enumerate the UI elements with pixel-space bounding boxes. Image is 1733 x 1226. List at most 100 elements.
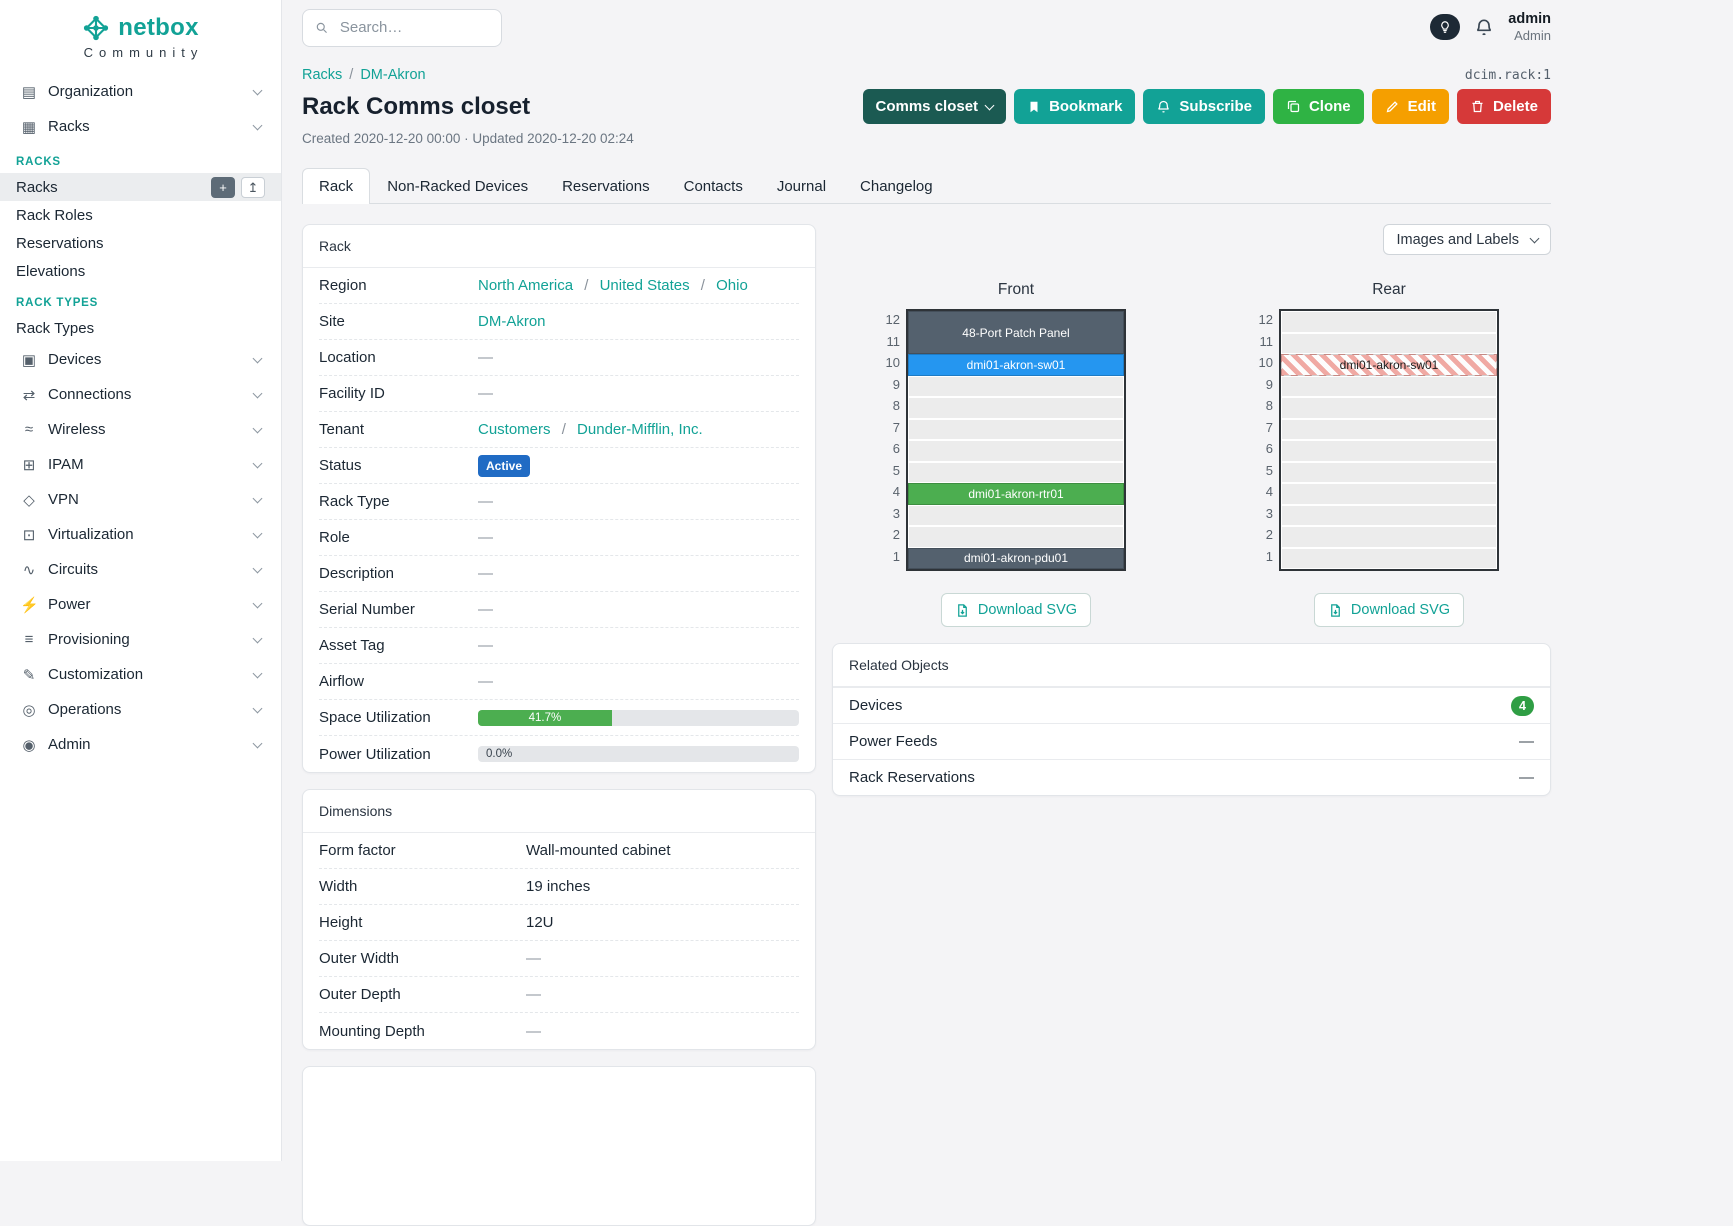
rack-slot-device[interactable]: 48-Port Patch Panel <box>908 311 1124 354</box>
sidebar-item-reservations[interactable]: Reservations <box>0 229 281 257</box>
field-row-location: Location — <box>319 340 799 376</box>
breadcrumb-link-site[interactable]: DM-Akron <box>360 67 426 83</box>
tab-rack[interactable]: Rack <box>302 168 371 204</box>
rack-unit-free[interactable] <box>1281 418 1497 440</box>
rack-unit-free[interactable] <box>1281 397 1497 419</box>
clone-button[interactable]: Clone <box>1272 89 1364 124</box>
unit-number: 6 <box>892 441 900 456</box>
delete-button[interactable]: Delete <box>1456 89 1551 124</box>
sidebar-item-devices[interactable]: ▣ Devices <box>0 342 281 377</box>
field-row-rack-type: Rack Type — <box>319 484 799 520</box>
subscribe-button[interactable]: Subscribe <box>1143 89 1265 124</box>
search-box[interactable] <box>302 8 502 47</box>
region-link[interactable]: United States <box>599 277 690 294</box>
tenant-group-link[interactable]: Customers <box>478 421 551 438</box>
sidebar-item-organization[interactable]: ▤ Organization <box>0 74 281 109</box>
user-menu[interactable]: admin Admin <box>1508 11 1551 44</box>
sidebar-link-label: Reservations <box>16 234 104 252</box>
status-badge: Active <box>478 455 531 477</box>
rack-unit-free[interactable] <box>908 504 1124 526</box>
rack-unit-free[interactable] <box>908 440 1124 462</box>
sidebar-item-operations[interactable]: ◎ Operations <box>0 692 281 727</box>
chevron-down-icon <box>252 528 263 538</box>
related-row-rack-reservations[interactable]: Rack Reservations — <box>833 759 1550 795</box>
tab-journal[interactable]: Journal <box>776 178 827 195</box>
tab-reservations[interactable]: Reservations <box>562 178 650 195</box>
region-link[interactable]: Ohio <box>716 277 748 294</box>
sidebar-item-ipam[interactable]: ⊞ IPAM <box>0 447 281 482</box>
chevron-down-icon <box>1529 233 1540 243</box>
sidebar-item-admin[interactable]: ◉ Admin <box>0 727 281 762</box>
add-button[interactable]: + <box>211 176 235 198</box>
rack-unit-free[interactable] <box>1281 504 1497 526</box>
chevron-down-icon <box>252 738 263 748</box>
sidebar-item-virtualization[interactable]: ⊡ Virtualization <box>0 517 281 552</box>
breadcrumb-link-racks[interactable]: Racks <box>302 67 343 83</box>
field-row-form-factor: Form factor Wall-mounted cabinet <box>319 833 799 869</box>
sidebar-item-vpn[interactable]: ◇ VPN <box>0 482 281 517</box>
site-link[interactable]: DM-Akron <box>478 313 546 330</box>
rack-slot-device[interactable]: dmi01-akron-pdu01 <box>908 547 1124 569</box>
download-svg-front-button[interactable]: Download SVG <box>940 593 1092 627</box>
rack-unit-free[interactable] <box>1281 311 1497 333</box>
field-row-width: Width 19 inches <box>319 869 799 905</box>
customization-icon: ✎ <box>22 666 36 684</box>
rack-unit-free[interactable] <box>908 375 1124 397</box>
rack-unit-free[interactable] <box>1281 526 1497 548</box>
rack-unit-free[interactable] <box>908 397 1124 419</box>
tab-contacts[interactable]: Contacts <box>683 178 743 195</box>
related-row-devices[interactable]: Devices 4 <box>833 687 1550 723</box>
edit-button[interactable]: Edit <box>1371 89 1449 124</box>
rack-unit-free[interactable] <box>1281 332 1497 354</box>
search-input[interactable] <box>337 18 489 37</box>
rack-unit-free[interactable] <box>1281 483 1497 505</box>
sidebar-item-racks-group[interactable]: ▦ Racks <box>0 109 281 144</box>
card-title: Rack <box>303 225 815 268</box>
unit-number: 6 <box>1265 441 1273 456</box>
tenant-link[interactable]: Dunder-Mifflin, Inc. <box>577 421 703 438</box>
rear-elevation: Rear 12 11 10 9 8 7 6 5 4 3 2 1 dmi01-akron-sw01 Do… <box>1247 281 1499 627</box>
sidebar-item-connections[interactable]: ⇄ Connections <box>0 377 281 412</box>
sidebar-item-provisioning[interactable]: ≡ Provisioning <box>0 622 281 657</box>
unit-number: 12 <box>885 312 900 327</box>
chevron-down-icon <box>252 353 263 363</box>
import-button[interactable]: ↥ <box>241 176 265 198</box>
admin-icon: ◉ <box>22 736 36 754</box>
rack-unit-free[interactable] <box>1281 461 1497 483</box>
sidebar-item-elevations[interactable]: Elevations <box>0 257 281 285</box>
sidebar-item-rack-roles[interactable]: Rack Roles <box>0 201 281 229</box>
rack-unit-free[interactable] <box>1281 440 1497 462</box>
sidebar-item-circuits[interactable]: ∿ Circuits <box>0 552 281 587</box>
rack-slot-device[interactable]: dmi01-akron-sw01 <box>1281 354 1497 376</box>
rack-unit-free[interactable] <box>908 461 1124 483</box>
tab-changelog[interactable]: Changelog <box>860 178 933 195</box>
sidebar-item-customization[interactable]: ✎ Customization <box>0 657 281 692</box>
chevron-down-icon <box>252 598 263 608</box>
tab-non-racked-devices[interactable]: Non-Racked Devices <box>387 178 529 195</box>
rack-slot-device[interactable]: dmi01-akron-rtr01 <box>908 483 1124 505</box>
theme-toggle-button[interactable] <box>1430 14 1461 41</box>
status-dropdown-button[interactable]: Comms closet <box>862 89 1007 124</box>
sidebar-item-wireless[interactable]: ≈ Wireless <box>0 412 281 447</box>
user-name: admin <box>1508 11 1551 27</box>
sidebar-item-power[interactable]: ⚡ Power <box>0 587 281 622</box>
related-row-power-feeds[interactable]: Power Feeds — <box>833 723 1550 759</box>
field-row-asset-tag: Asset Tag — <box>319 628 799 664</box>
sidebar: netbox Community ▤ Organization ▦ Racks … <box>0 0 282 1161</box>
sidebar-item-racks[interactable]: Racks + ↥ <box>0 173 281 201</box>
rack-unit-free[interactable] <box>908 526 1124 548</box>
rack-unit-free[interactable] <box>1281 375 1497 397</box>
notifications-button[interactable] <box>1474 17 1494 37</box>
sidebar-item-rack-types[interactable]: Rack Types <box>0 314 281 342</box>
chevron-down-icon <box>252 423 263 433</box>
unit-number: 10 <box>885 355 900 370</box>
view-mode-select[interactable]: Images and Labels <box>1383 224 1551 255</box>
unit-number: 8 <box>892 398 900 413</box>
download-svg-rear-button[interactable]: Download SVG <box>1313 593 1465 627</box>
bookmark-button[interactable]: Bookmark <box>1014 89 1136 124</box>
sidebar-link-label: Rack Roles <box>16 206 93 224</box>
rack-unit-free[interactable] <box>1281 547 1497 569</box>
region-link[interactable]: North America <box>478 277 574 294</box>
rack-unit-free[interactable] <box>908 418 1124 440</box>
rack-slot-device[interactable]: dmi01-akron-sw01 <box>908 354 1124 376</box>
